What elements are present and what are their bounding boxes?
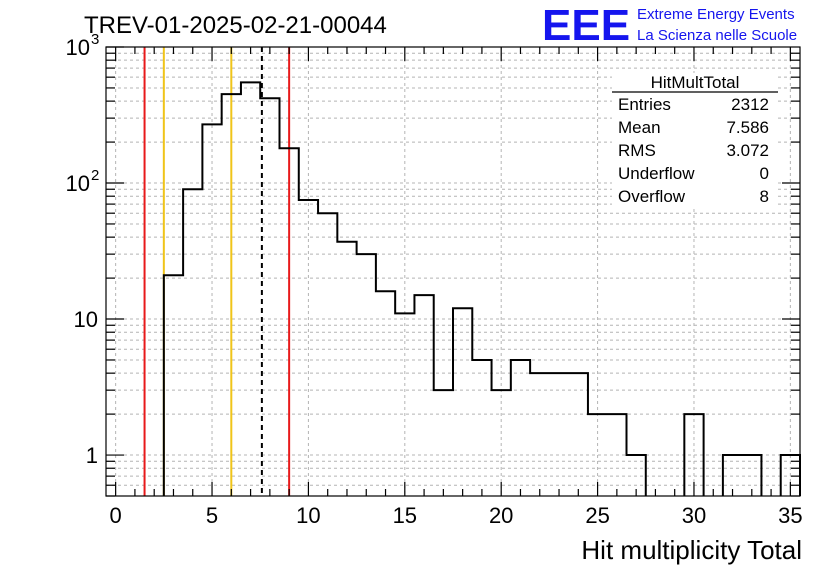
y-tick-exponent: 2 (91, 167, 99, 184)
x-tick-label: 15 (393, 503, 417, 528)
histogram-bin (549, 373, 568, 496)
histogram-bin (357, 254, 376, 496)
histogram-bin (511, 360, 530, 496)
y-tick-exponent: 3 (91, 31, 99, 48)
y-tick-label: 10 (66, 35, 90, 60)
y-tick-label: 1 (86, 443, 98, 468)
histogram-bin (260, 98, 279, 496)
x-tick-label: 0 (110, 503, 122, 528)
logo-line-2: La Scienza nelle Scuole (637, 27, 797, 44)
stats-row-label: Underflow (618, 164, 695, 183)
stats-box: HitMultTotal Entries 2312 Mean 7.586 RMS 3.07… (612, 73, 778, 207)
x-tick-label: 25 (585, 503, 609, 528)
logo-line-1: Extreme Energy Events (637, 6, 795, 23)
histogram-bin (337, 242, 356, 496)
stats-row-value: 3.072 (726, 141, 769, 160)
stats-row-value: 2312 (731, 95, 769, 114)
histogram-bin (530, 373, 549, 496)
stats-row-value: 0 (760, 164, 769, 183)
stats-row-value: 8 (760, 187, 769, 206)
histogram-bin (376, 291, 395, 496)
stats-row-label: RMS (618, 141, 656, 160)
histogram-outline (162, 81, 801, 496)
histogram-bin (241, 82, 260, 496)
stats-box-background (612, 73, 778, 207)
x-tick-label: 30 (682, 503, 706, 528)
x-tick-label: 10 (296, 503, 320, 528)
stats-row-label: Mean (618, 118, 661, 137)
stats-title: HitMultTotal (651, 73, 740, 92)
histogram-bin (183, 189, 202, 496)
x-tick-label: 5 (206, 503, 218, 528)
x-tick-label: 20 (489, 503, 513, 528)
stats-row-label: Entries (618, 95, 671, 114)
y-tick-label: 10 (74, 307, 98, 332)
x-axis-label: Hit multiplicity Total (581, 535, 802, 565)
stats-row-label: Overflow (618, 187, 686, 206)
chart-title: TREV-01-2025-02-21-00044 (84, 12, 387, 39)
y-tick-label: 10 (66, 171, 90, 196)
histogram-series (162, 81, 801, 496)
histogram-bin (164, 275, 183, 496)
histogram-bin (472, 360, 491, 496)
logo-mark: EEE (542, 1, 630, 50)
axis-ticks (106, 46, 800, 497)
plot-frame (105, 46, 801, 497)
histogram-bin (569, 373, 588, 496)
x-tick-label: 35 (778, 503, 802, 528)
stats-row-value: 7.586 (726, 118, 769, 137)
histogram-bin (434, 390, 453, 496)
histogram-bin (318, 213, 337, 496)
reference-lines (143, 47, 291, 496)
